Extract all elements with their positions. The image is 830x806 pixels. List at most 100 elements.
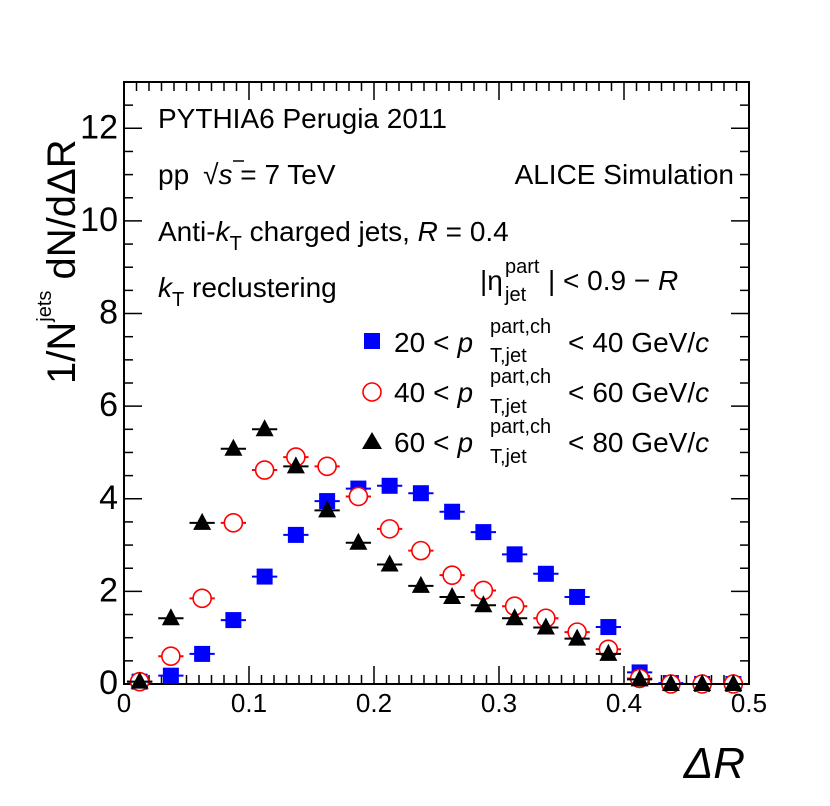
svg-text:<40 GeV/c: <40 GeV/c <box>568 327 709 358</box>
legend-2-unit: GeV/ <box>624 377 696 408</box>
eta-bar: |η <box>480 265 503 296</box>
data-point-circle <box>348 486 369 507</box>
x-tick-label: 0 <box>117 688 131 718</box>
legend-marker-open-circle <box>362 382 382 402</box>
svg-text:| < 0.9 − R: | < 0.9 − R <box>548 265 678 296</box>
reclustering-label: kT reclustering <box>158 272 337 311</box>
recl-ksub: T <box>172 289 184 311</box>
data-point-triangle <box>443 586 462 604</box>
eta-sup: part <box>505 256 540 278</box>
data-point-triangle <box>630 669 649 687</box>
legend-1-sup: part,ch <box>490 316 551 338</box>
x-tick-label: 0.3 <box>481 688 517 718</box>
y-tick-label: 0 <box>99 664 118 702</box>
energy-value: = 7 TeV <box>233 159 336 190</box>
data-point-square <box>381 477 398 494</box>
svg-text:40<p: 40 < p <box>394 377 473 408</box>
legend-1-sub: T,jet <box>490 345 527 367</box>
legend-3-lt: < <box>433 427 449 458</box>
legend-2-sup: part,ch <box>490 366 551 388</box>
data-point-square <box>506 546 523 563</box>
data-point-square <box>537 565 554 582</box>
legend-3-sup: part,ch <box>490 416 551 438</box>
data-point-triangle <box>161 608 180 626</box>
legend-2-lt2: < <box>568 377 584 408</box>
algo-suffix: charged jets, <box>242 216 418 247</box>
data-point-circle <box>161 646 181 667</box>
algo-prefix: Anti- <box>158 216 216 247</box>
data-point-triangle <box>380 554 399 572</box>
y-title-suffix: dN/dΔR <box>40 139 84 290</box>
jet-algo-label: Anti-kT charged jets, R = 0.4 <box>158 216 509 255</box>
data-point-square <box>287 526 304 543</box>
algo-ksub: T <box>230 233 242 255</box>
legend: 20 < p part,ch T,jet <40 GeV/c 40 < p part,c… <box>362 316 709 468</box>
legend-3-unit: GeV/ <box>624 427 696 458</box>
data-point-triangle <box>474 595 493 613</box>
eta-cut-label: |η part jet | < 0.9 − R <box>480 256 678 306</box>
legend-2-unit-c: c <box>695 377 709 408</box>
data-point-square <box>600 619 617 636</box>
data-point-triangle <box>255 419 274 437</box>
recl-k: k <box>158 272 174 303</box>
sqrt-symbol: √ <box>203 159 219 190</box>
legend-marker-triangle <box>362 432 382 449</box>
y-tick-label: 10 <box>80 201 118 239</box>
legend-entry-2: 40 < p part,ch T,jet <60 GeV/c <box>362 366 709 418</box>
data-point-triangle <box>411 575 430 593</box>
legend-2-hi: 60 <box>592 377 623 408</box>
data-point-circle <box>317 456 337 477</box>
svg-text:20<p: 20 < p <box>394 327 473 358</box>
data-point-triangle <box>505 608 524 626</box>
data-point-triangle <box>693 674 712 691</box>
algo-R: R <box>418 216 438 247</box>
legend-2-sub: T,jet <box>490 396 527 418</box>
data-point-triangle <box>224 438 243 456</box>
algo-k: k <box>216 216 232 247</box>
y-title-prefix: 1/N <box>40 322 84 384</box>
svg-text:<60 GeV/c: <60 GeV/c <box>568 377 709 408</box>
data-point-square <box>256 568 273 585</box>
data-point-square <box>225 612 242 629</box>
data-point-circle <box>442 565 462 585</box>
system-pp: pp <box>158 159 189 190</box>
axis-ticks <box>123 81 750 685</box>
data-point-square <box>162 667 179 684</box>
data-point-square <box>194 645 211 662</box>
legend-3-hi: 80 <box>592 427 623 458</box>
legend-entry-3: 60 < p part,ch T,jet <80 GeV/c <box>362 416 709 468</box>
svg-text:<80 GeV/c: <80 GeV/c <box>568 427 709 458</box>
legend-3-sub: T,jet <box>490 446 527 468</box>
legend-2-lo: 40 <box>394 377 425 408</box>
data-point-triangle <box>193 512 212 530</box>
data-point-triangle <box>661 674 680 691</box>
legend-1-p: p <box>457 327 474 358</box>
legend-1-unit: GeV/ <box>624 327 696 358</box>
series-square <box>127 477 746 692</box>
eta-suffix: | < 0.9 − <box>548 265 658 296</box>
y-axis-title: 1/Njets dN/dΔR <box>34 139 84 384</box>
x-tick-label: 0.2 <box>356 688 392 718</box>
legend-1-lt: < <box>433 327 449 358</box>
recl-suffix: reclustering <box>184 272 337 303</box>
data-point-square <box>444 503 461 520</box>
svg-text:1/Njets dN/dΔR: 1/Njets dN/dΔR <box>34 139 84 384</box>
data-point-triangle <box>724 674 743 691</box>
data-point-triangle <box>286 456 305 474</box>
generator-label: PYTHIA6 Perugia 2011 <box>158 103 447 134</box>
algo-Rval: = 0.4 <box>438 216 509 247</box>
data-point-square <box>475 524 492 541</box>
legend-2-lt: < <box>433 377 449 408</box>
legend-1-lo: 20 <box>394 327 425 358</box>
x-tick-labels: 0 0.1 0.2 0.3 0.4 0.5 <box>117 688 767 718</box>
y-tick-label: 6 <box>99 386 118 424</box>
eta-sub: jet <box>504 284 527 306</box>
legend-2-p: p <box>457 377 474 408</box>
svg-text:60<p: 60 < p <box>394 427 473 458</box>
legend-1-hi: 40 <box>592 327 623 358</box>
series-layer <box>127 419 746 694</box>
y-tick-label: 2 <box>99 571 118 609</box>
data-point-triangle <box>318 500 337 518</box>
data-point-triangle <box>536 617 555 635</box>
